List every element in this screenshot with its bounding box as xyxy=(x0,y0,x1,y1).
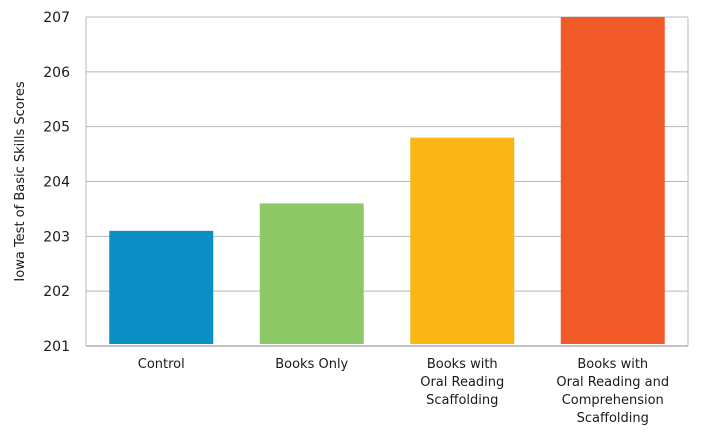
y-tick-label: 203 xyxy=(43,229,70,245)
y-tick-label: 201 xyxy=(43,339,70,355)
bar xyxy=(109,230,214,344)
x-axis-labels: Control Books Only Books with Oral Reading S… xyxy=(138,357,669,426)
bar xyxy=(410,137,515,344)
x-tick-label: Books Only xyxy=(275,357,348,372)
bar xyxy=(259,203,364,344)
y-axis-title: Iowa Test of Basic Skills Scores xyxy=(13,81,28,281)
y-tick-label: 204 xyxy=(43,175,70,191)
y-tick-label: 202 xyxy=(43,284,70,300)
y-axis-ticks: 201 202 203 204 205 206 207 xyxy=(43,10,70,355)
bars xyxy=(109,17,665,344)
y-tick-label: 207 xyxy=(43,10,70,26)
bar xyxy=(560,17,665,344)
x-tick-label: Control xyxy=(138,357,185,372)
y-tick-label: 205 xyxy=(43,120,70,136)
x-tick-label: Books with Oral Reading and Comprehension S… xyxy=(556,357,669,426)
x-tick-label: Books with Oral Reading Scaffolding xyxy=(420,357,504,408)
y-tick-label: 206 xyxy=(43,65,70,81)
